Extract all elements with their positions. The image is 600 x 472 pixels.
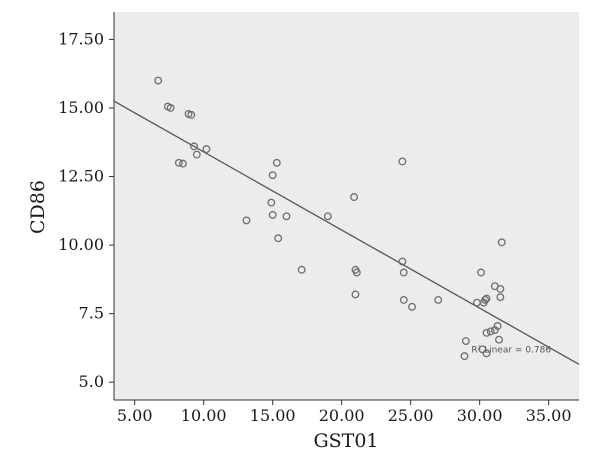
data-point: [482, 328, 491, 337]
data-point: [154, 76, 163, 85]
plot-background: [114, 12, 579, 400]
data-point: [268, 210, 277, 219]
data-point: [408, 302, 416, 311]
data-point: [497, 238, 506, 247]
data-point: [192, 150, 201, 159]
data-point: [202, 145, 211, 154]
y-tick-label: 10.00: [58, 235, 104, 254]
x-tick-label: 20.00: [319, 406, 365, 425]
data-point: [352, 268, 361, 277]
data-point: [482, 349, 491, 358]
data-point: [272, 158, 281, 167]
data-point: [398, 257, 407, 266]
x-tick-label: 10.00: [181, 406, 227, 425]
data-point: [461, 337, 470, 345]
x-tick-label: 35.00: [526, 406, 572, 425]
data-point: [179, 159, 187, 168]
data-point: [478, 345, 487, 354]
data-point: [434, 295, 443, 304]
y-tick-label: 7.5: [79, 304, 104, 323]
data-points: [154, 76, 506, 361]
data-point: [267, 198, 276, 207]
data-point: [486, 327, 495, 336]
y-axis: 5.0 7.5 10.00 12.50 15.00 17.50: [58, 12, 115, 400]
data-point: [496, 284, 505, 293]
data-point: [166, 104, 175, 112]
x-tick-label: 15.00: [250, 406, 296, 425]
data-point: [493, 322, 502, 330]
y-tick-label: 12.50: [58, 167, 104, 186]
x-tick-label: 5.00: [117, 406, 153, 425]
data-point: [399, 268, 408, 277]
x-axis-title: GST01: [313, 430, 378, 452]
data-point: [274, 234, 283, 243]
r-squared-annotation: R² Linear = 0.786: [471, 345, 551, 355]
x-tick-label: 30.00: [457, 406, 503, 425]
x-tick-label: 25.00: [388, 406, 434, 425]
data-point: [495, 335, 503, 344]
data-point: [481, 295, 490, 304]
data-point: [477, 268, 485, 277]
y-tick-label: 17.50: [58, 29, 104, 48]
data-point: [482, 294, 491, 303]
x-axis: 5.00 10.00 15.00 20.00 25.00 30.00 35.00: [114, 399, 579, 425]
y-axis-title: CD86: [27, 180, 49, 234]
data-point: [496, 293, 505, 302]
data-point: [282, 212, 291, 221]
data-point: [460, 352, 469, 361]
data-point: [399, 295, 408, 304]
data-point: [297, 265, 306, 274]
data-point: [242, 216, 251, 225]
y-tick-label: 5.0: [79, 372, 104, 391]
data-point: [398, 157, 407, 166]
data-point: [350, 193, 359, 202]
data-point: [351, 290, 360, 299]
data-point: [187, 110, 196, 119]
y-tick-label: 15.00: [58, 98, 104, 117]
data-point: [268, 171, 277, 180]
data-point: [190, 142, 198, 151]
data-point: [323, 212, 332, 221]
data-point: [174, 158, 183, 167]
